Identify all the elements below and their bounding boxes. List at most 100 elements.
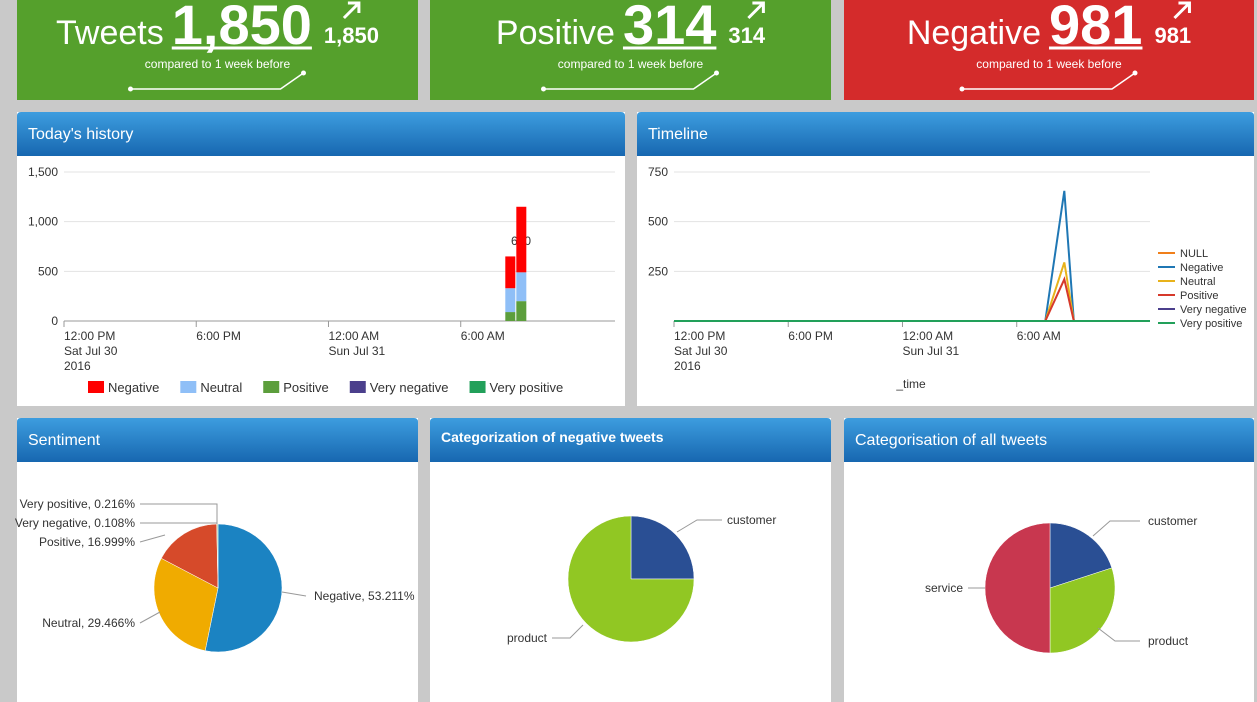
slice-label: Negative, 53.211%: [314, 589, 415, 603]
sparkline-dot: [959, 86, 965, 92]
pie-slice: [1049, 567, 1116, 654]
sparkline-dot: [128, 86, 133, 92]
panel-header: [844, 418, 1254, 462]
y-tick-label: 500: [648, 215, 668, 229]
panel-title: Today's history: [28, 126, 133, 143]
panel-header: [17, 418, 418, 462]
y-tick-label: 0: [51, 314, 58, 328]
pie-slice: [1049, 522, 1113, 589]
kpi-note: compared to 1 week before: [976, 57, 1122, 71]
bar-segment: [516, 206, 527, 273]
panel-title: Categorization of negative tweets: [441, 429, 664, 445]
legend-label: Very positive: [1180, 318, 1242, 330]
kpi-label: Positive: [496, 14, 615, 52]
legend-swatch: [88, 381, 104, 393]
x-tick-label: 12:00 AM Sun Jul 31: [902, 329, 959, 358]
panel: [637, 112, 1254, 406]
x-tick-label: 6:00 PM: [196, 329, 241, 343]
x-tick-label: 6:00 PM: [788, 329, 833, 343]
legend-label: Positive: [283, 380, 329, 395]
x-tick-label: 12:00 PM Sat Jul 30 2016: [64, 329, 118, 373]
kpi-tile: [844, 0, 1254, 100]
y-tick-label: 500: [38, 264, 58, 278]
y-tick-label: 1,500: [28, 165, 58, 179]
slice-label: Very positive, 0.216%: [20, 497, 136, 511]
pie-slice: [160, 523, 219, 589]
slice-label: customer: [1148, 514, 1197, 528]
leader-line: [676, 519, 722, 533]
sparkline: [543, 72, 717, 90]
pie-slice: [567, 515, 695, 643]
legend-label: Negative: [1180, 262, 1223, 274]
pie-slice: [153, 557, 219, 651]
slice-label: service: [925, 581, 963, 595]
slice-label: product: [507, 631, 548, 645]
sparkline: [962, 72, 1136, 90]
trend-arrow: [747, 1, 765, 20]
x-tick-label: 12:00 AM Sun Jul 31: [328, 329, 385, 358]
slice-label: Neutral, 29.466%: [42, 616, 135, 630]
trend-arrow: [342, 1, 361, 20]
legend-label: Neutral: [1180, 276, 1215, 288]
x-axis-label: _time: [895, 377, 926, 391]
leader-line: [139, 534, 166, 543]
panel-header: [17, 112, 625, 156]
legend-label: Negative: [108, 380, 159, 395]
sparkline: [130, 72, 304, 90]
bar-segment: [505, 312, 516, 321]
kpi-delta: 314: [728, 23, 765, 48]
sparkline-dot: [301, 70, 306, 76]
slice-label: Very negative, 0.108%: [15, 516, 135, 530]
legend-swatch: [349, 381, 366, 393]
kpi-note: compared to 1 week before: [558, 57, 704, 71]
pie-slice: [630, 515, 695, 580]
slice-label: customer: [727, 513, 776, 527]
kpi-tile: [430, 0, 831, 100]
legend-label: NULL: [1180, 248, 1208, 260]
bar-segment: [516, 272, 527, 302]
pie-slice: [204, 523, 283, 653]
legend-swatch: [180, 381, 197, 393]
x-tick-label: 6:00 AM: [1017, 329, 1061, 343]
leader-line: [140, 503, 218, 524]
legend-label: Very negative: [1180, 304, 1247, 316]
pie-slice: [216, 523, 219, 589]
kpi-label: Negative: [907, 14, 1041, 52]
bar-segment: [505, 256, 516, 289]
panel-title: Sentiment: [28, 432, 101, 449]
bar-segment: [516, 301, 527, 321]
sparkline-dot: [714, 70, 719, 76]
legend-label: Neutral: [200, 380, 242, 395]
slice-label: product: [1148, 634, 1189, 648]
legend-label: Very positive: [490, 380, 564, 395]
sparkline-dot: [1132, 70, 1138, 76]
leader-line: [552, 624, 584, 639]
panel-header: [637, 112, 1254, 156]
x-tick-label: 12:00 PM Sat Jul 30 2016: [674, 329, 728, 373]
kpi-delta: 1,850: [324, 23, 379, 48]
slice-label: Positive, 16.999%: [39, 535, 135, 549]
leader-line: [281, 591, 307, 597]
legend-label: Positive: [1180, 290, 1219, 302]
panel-header: [430, 418, 831, 462]
y-tick-label: 250: [648, 264, 668, 278]
kpi-label: Tweets: [56, 14, 164, 52]
bar-segment: [505, 288, 516, 313]
kpi-delta: 981: [1154, 23, 1191, 48]
panel-title: Timeline: [648, 126, 708, 143]
trend-arrow: [1173, 1, 1191, 20]
pie-slice: [984, 522, 1051, 654]
x-tick-label: 6:00 AM: [461, 329, 505, 343]
sparkline-dot: [541, 86, 546, 92]
panel-title: Categorisation of all tweets: [855, 432, 1047, 449]
leader-line: [1092, 520, 1140, 537]
legend-swatch: [263, 381, 280, 393]
legend-label: Very negative: [370, 380, 449, 395]
leader-line: [1097, 627, 1140, 642]
legend-swatch: [469, 381, 486, 393]
y-tick-label: 1,000: [28, 215, 58, 229]
panel: [17, 112, 625, 406]
kpi-note: compared to 1 week before: [145, 57, 291, 71]
leader-line: [139, 611, 161, 624]
